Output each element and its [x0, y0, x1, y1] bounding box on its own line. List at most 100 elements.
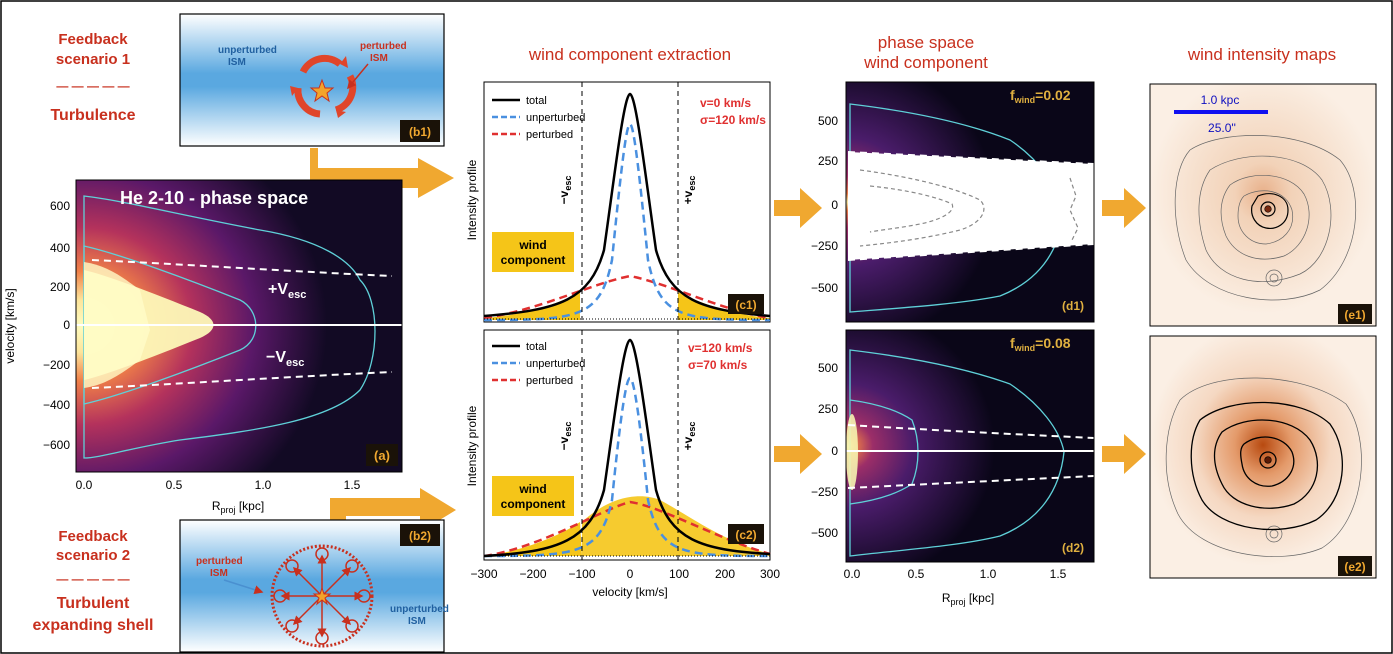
svg-text:wind: wind — [518, 482, 546, 496]
header-phase-space-line1: phase space — [878, 33, 974, 52]
svg-text:ISM: ISM — [408, 616, 426, 627]
svg-text:Feedback: Feedback — [58, 31, 128, 48]
svg-text:400: 400 — [50, 241, 70, 255]
svg-text:−500: −500 — [811, 526, 838, 540]
scenario-1-diagram: unperturbed ISM perturbed ISM (b1) — [179, 13, 445, 147]
svg-text:1.0: 1.0 — [980, 567, 997, 581]
svg-text:500: 500 — [818, 114, 838, 128]
svg-text:0.5: 0.5 — [908, 567, 925, 581]
panel-tag-b2: (b2) — [409, 529, 431, 543]
svg-text:0.0: 0.0 — [76, 478, 93, 492]
expanding-shell-icon — [270, 544, 374, 648]
legend-c1: total unperturbed perturbed — [492, 95, 585, 141]
svg-text:total: total — [526, 95, 547, 107]
svg-text:200: 200 — [715, 567, 735, 581]
panel-tag-d1: (d1) — [1062, 299, 1084, 313]
svg-text:600: 600 — [50, 199, 70, 213]
panel-tag-a: (a) — [374, 448, 390, 463]
panel-d1-axes: 500 250 0 −250 −500 — [811, 114, 838, 295]
svg-text:σ=120 km/s: σ=120 km/s — [700, 113, 766, 127]
legend-c2: total unperturbed perturbed — [492, 341, 585, 387]
flow-arrow-d2-e2 — [1102, 434, 1146, 474]
panel-e1-intensity-map: 1.0 kpc 25.0'' (e1) — [1149, 83, 1377, 327]
panel-c2-profile: −vesc +vesc total unperturbed perturbed … — [465, 329, 771, 561]
svg-text:200: 200 — [50, 280, 70, 294]
svg-text:unperturbed: unperturbed — [526, 112, 585, 124]
svg-text:velocity [km/s]: velocity [km/s] — [3, 288, 17, 363]
svg-text:Intensity profile: Intensity profile — [465, 405, 479, 486]
svg-text:250: 250 — [818, 402, 838, 416]
header-intensity-maps: wind intensity maps — [1187, 45, 1336, 64]
svg-text:fwind=0.08: fwind=0.08 — [1010, 335, 1071, 353]
scenario-1-title: Feedback scenario 1 — — — — — Turbulence — [50, 31, 135, 124]
svg-text:500: 500 — [818, 361, 838, 375]
svg-text:component: component — [501, 253, 566, 267]
panel-tag-d2: (d2) — [1062, 541, 1084, 555]
svg-text:perturbed: perturbed — [526, 375, 573, 387]
svg-text:unperturbed: unperturbed — [390, 604, 449, 615]
svg-text:100: 100 — [669, 567, 689, 581]
svg-text:+Vesc: +Vesc — [268, 281, 306, 301]
svg-text:perturbed: perturbed — [526, 129, 573, 141]
svg-text:−vesc: −vesc — [557, 422, 573, 451]
svg-text:+vesc: +vesc — [681, 422, 697, 451]
svg-text:expanding shell: expanding shell — [33, 617, 154, 634]
svg-text:unperturbed: unperturbed — [218, 45, 277, 56]
panel-d1-phase-space: fwind=0.02 (d1) — [845, 81, 1095, 323]
svg-text:unperturbed: unperturbed — [526, 358, 585, 370]
svg-text:total: total — [526, 341, 547, 353]
svg-text:v=120 km/s: v=120 km/s — [688, 341, 753, 355]
svg-text:250: 250 — [818, 154, 838, 168]
svg-text:σ=70 km/s: σ=70 km/s — [688, 358, 748, 372]
svg-text:fwind=0.02: fwind=0.02 — [1010, 87, 1071, 105]
panel-tag-c2: (c2) — [735, 528, 756, 542]
svg-text:v=0 km/s: v=0 km/s — [700, 96, 751, 110]
star-icon — [312, 586, 332, 606]
svg-text:— — — — —: — — — — — — [56, 79, 129, 93]
phase-space-contour — [83, 195, 376, 459]
svg-text:Feedback: Feedback — [58, 528, 128, 545]
svg-text:0.5: 0.5 — [166, 478, 183, 492]
flow-arrow-d1-e1 — [1102, 188, 1146, 228]
svg-text:300: 300 — [760, 567, 780, 581]
svg-text:−250: −250 — [811, 239, 838, 253]
svg-text:−600: −600 — [43, 438, 70, 452]
svg-text:— — — — —: — — — — — — [56, 572, 129, 586]
scenario-2-diagram: perturbed ISM unperturbed ISM (b2) — [179, 519, 449, 653]
svg-text:1.0 kpc: 1.0 kpc — [1201, 93, 1240, 107]
panel-tag-c1: (c1) — [735, 298, 756, 312]
panel-a-axes: velocity [km/s] 600 400 200 0 −200 −400 … — [3, 199, 361, 515]
svg-text:−400: −400 — [43, 398, 70, 412]
svg-text:Rproj [kpc]: Rproj [kpc] — [942, 591, 994, 607]
panel-tag-b1: (b1) — [409, 125, 431, 139]
svg-text:−300: −300 — [470, 567, 497, 581]
header-phase-space-line2: wind component — [863, 53, 988, 72]
svg-text:−250: −250 — [811, 485, 838, 499]
svg-text:−200: −200 — [43, 358, 70, 372]
svg-text:+vesc: +vesc — [681, 176, 697, 205]
svg-text:Turbulence: Turbulence — [50, 107, 135, 124]
svg-text:velocity [km/s]: velocity [km/s] — [592, 585, 667, 599]
panel-d2-axes: 500 250 0 −250 −500 0.0 0.5 1.0 1.5 Rpro… — [811, 361, 1067, 607]
svg-text:wind: wind — [518, 238, 546, 252]
svg-text:−Vesc: −Vesc — [266, 349, 304, 369]
svg-text:25.0'': 25.0'' — [1208, 121, 1236, 135]
panel-c2-axes: −300 −200 −100 0 100 200 300 velocity [k… — [470, 567, 780, 599]
panel-a-title: He 2-10 - phase space — [120, 188, 308, 208]
star-icon — [309, 78, 335, 103]
svg-text:perturbed: perturbed — [196, 556, 243, 567]
svg-text:0.0: 0.0 — [844, 567, 861, 581]
svg-text:1.5: 1.5 — [344, 478, 361, 492]
svg-text:1.5: 1.5 — [1050, 567, 1067, 581]
svg-text:scenario 1: scenario 1 — [56, 51, 130, 68]
svg-text:−vesc: −vesc — [557, 176, 573, 205]
header-extraction: wind component extraction — [528, 45, 731, 64]
panel-a-phase-space: He 2-10 - phase space +Vesc −Vesc (a) — [75, 179, 403, 473]
panel-c1-profile: −vesc +vesc total unperturbed perturbed … — [465, 81, 771, 323]
svg-text:−500: −500 — [811, 281, 838, 295]
svg-text:0: 0 — [831, 444, 838, 458]
panel-tag-e1: (e1) — [1344, 308, 1365, 322]
svg-text:0: 0 — [63, 318, 70, 332]
svg-text:scenario 2: scenario 2 — [56, 547, 130, 564]
